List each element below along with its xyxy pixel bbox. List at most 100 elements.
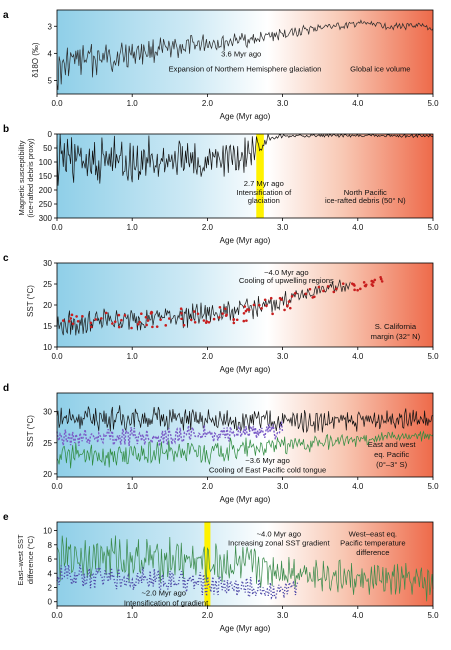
x-tick-label: 1.0 [127,223,139,232]
series-0 [56,19,434,91]
data-point [71,322,75,326]
data-point [260,307,263,310]
data-point [94,318,98,321]
data-point [332,290,336,294]
series-0 [56,133,434,186]
plot-frame [56,392,434,478]
x-tick-label: 1.0 [127,99,139,108]
y-tick-label: 100 [39,158,53,167]
data-point [205,320,209,323]
data-point [155,325,159,328]
data-point [159,318,162,321]
y-tick-label: 10 [43,527,52,536]
data-point [130,326,133,330]
data-point [269,296,273,300]
x-tick-label: 3.0 [277,352,289,361]
x-tick-label: 4.0 [352,482,364,491]
data-point [189,318,193,322]
data-point [350,282,354,285]
x-tick-label: 5.0 [427,611,439,620]
x-tick-label: 4.0 [352,223,364,232]
data-point [232,321,236,325]
x-tick-label: 3.0 [277,611,289,620]
data-point [180,311,183,315]
y-tick-label: 300 [39,214,53,223]
series-1 [56,420,284,448]
panel-letter-c: c [3,253,9,264]
series-line [56,19,434,91]
data-point [136,322,140,326]
data-point [81,315,84,318]
data-point [373,278,377,282]
series-line [56,535,434,602]
data-point [120,318,123,322]
data-point [371,284,375,287]
data-point [123,314,127,317]
y-tick-label: 10 [43,343,52,352]
data-point [180,317,183,321]
x-tick-label: 5.0 [427,352,439,361]
data-point [75,315,78,318]
x-tick-label: 0.0 [51,611,63,620]
plot-frame [56,9,434,95]
data-point [167,317,171,320]
x-tick-label: 4.0 [352,611,364,620]
y-tick-label: 0 [48,130,53,139]
x-tick-label: 3.0 [277,223,289,232]
data-point [150,311,154,314]
y-tick-label: 30 [43,259,52,268]
data-point [217,316,221,319]
series-1 [56,564,299,600]
annotation: Intensification of [236,188,292,197]
annotation: 3.6 Myr ago [221,49,261,58]
y-tick-label: 20 [43,301,52,310]
y-tick-label: 150 [39,172,53,181]
annotation: East and west [368,440,417,449]
annotation: margin (32° N) [371,332,421,341]
panel-letter-e: e [3,512,9,523]
panel-letter-a: a [3,10,9,21]
data-point [76,319,80,323]
y-tick-label: 200 [39,186,53,195]
data-point [144,315,148,319]
data-point [235,318,239,322]
series-line [56,133,434,186]
annotation: S. California [375,322,417,331]
y-tick-label: 5 [48,76,53,85]
data-point [61,319,65,322]
data-point [311,296,315,299]
annotation: Cooling of East Pacific cold tongue [209,466,326,475]
x-tick-label: 0.0 [51,223,63,232]
x-tick-label: 0.0 [51,99,63,108]
annotation: Cooling of upwelling regions [239,276,334,285]
data-point [202,319,206,322]
annotation: ~2.0 Myr ago [142,588,187,597]
data-point [224,314,228,317]
highlight-band [204,522,211,606]
ylabel-b-line1: Magnetic susceptibility [17,140,26,215]
data-point [322,289,325,293]
y-tick-label: 30 [43,408,52,417]
ylabel-b-line2: (ice-rafted debris proxy) [26,138,35,218]
series-1 [61,276,384,330]
y-tick-label: 50 [43,144,52,153]
x-tick-label: 0.0 [51,482,63,491]
data-point [356,288,359,292]
data-point [104,311,108,315]
data-point [70,313,74,317]
data-point [245,319,248,322]
annotation: Increasing zonal SST gradient [228,539,330,548]
y-tick-label: 250 [39,200,53,209]
data-point [192,310,196,313]
series-0 [56,279,351,336]
x-tick-label: 2.0 [202,99,214,108]
x-tick-label: 2.0 [202,611,214,620]
data-point [242,311,246,315]
data-point [140,312,143,316]
annotation: ice-rafted debris (50° N) [325,196,406,205]
x-axis-label: Age (Myr ago) [220,624,271,633]
series-line [56,564,299,600]
data-point [69,317,73,320]
y-tick-label: 8 [48,541,53,550]
